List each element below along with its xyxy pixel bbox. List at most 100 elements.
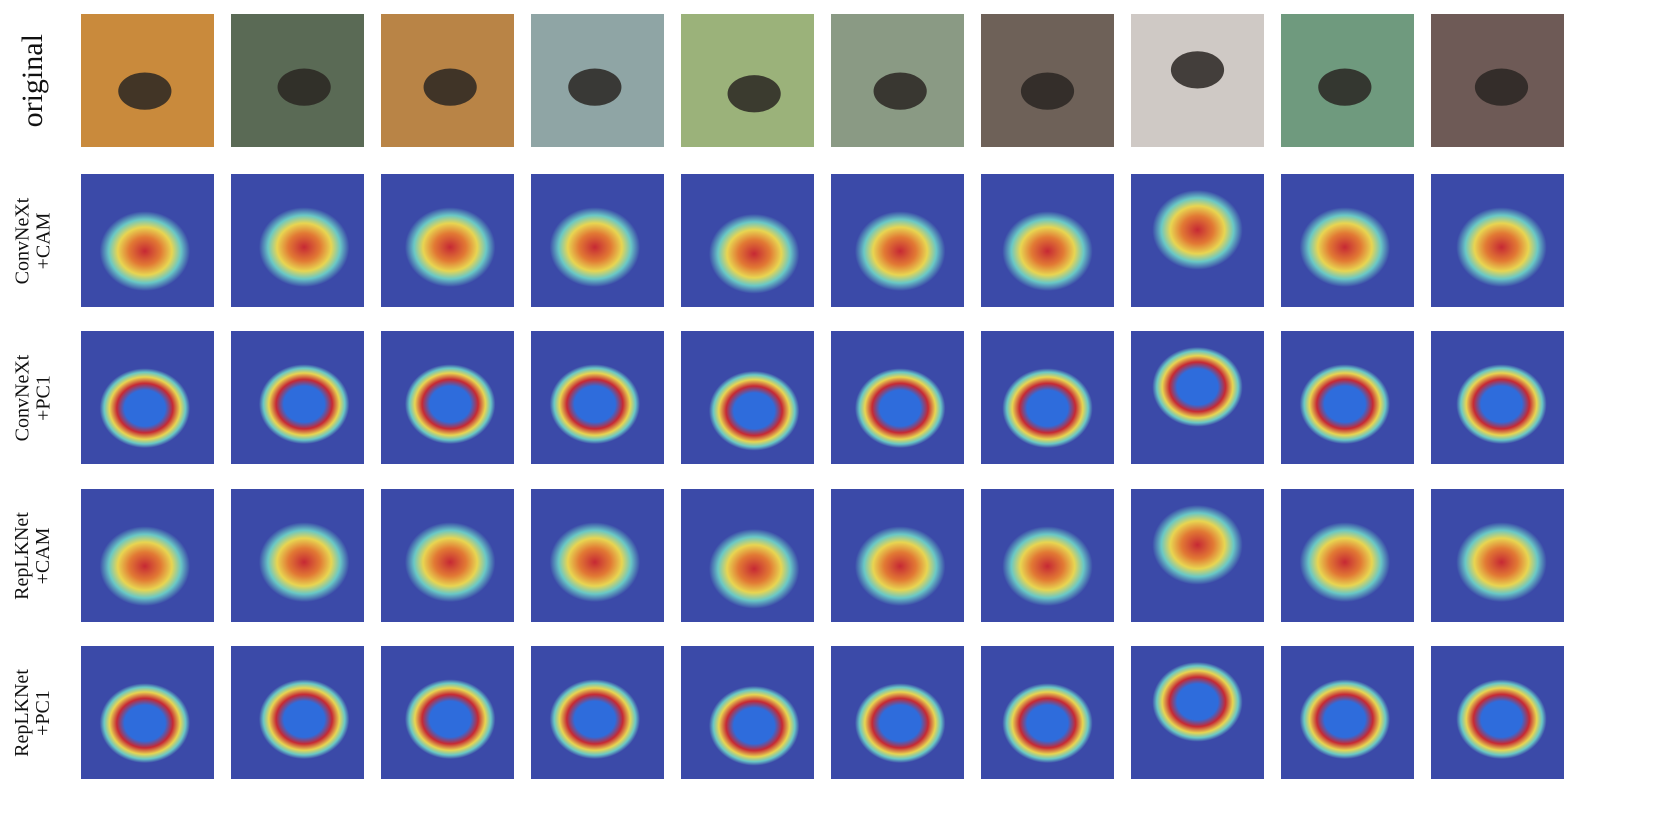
heatmap-image bbox=[531, 331, 664, 464]
heatmap-image bbox=[1131, 646, 1264, 779]
heatmap-image bbox=[981, 174, 1114, 307]
heatmap-image bbox=[1431, 331, 1564, 464]
bird-photo bbox=[531, 14, 664, 147]
activation-blob bbox=[1152, 504, 1243, 585]
heatmap-image bbox=[831, 174, 964, 307]
bird-photo bbox=[681, 14, 814, 147]
activation-blob bbox=[1002, 211, 1093, 292]
bird-image bbox=[981, 14, 1114, 147]
heatmap-overlay bbox=[681, 174, 814, 307]
activation-blob bbox=[1456, 364, 1547, 445]
heatmap-image bbox=[381, 174, 514, 307]
heatmap-image bbox=[81, 174, 214, 307]
activation-blob bbox=[1456, 679, 1547, 760]
heatmap-image bbox=[981, 489, 1114, 622]
bird-photo bbox=[1431, 14, 1564, 147]
heatmap-image bbox=[981, 331, 1114, 464]
heatmap-overlay bbox=[831, 174, 964, 307]
bird-silhouette bbox=[423, 68, 477, 106]
heatmap-image bbox=[81, 646, 214, 779]
heatmap-overlay bbox=[231, 331, 364, 464]
bird-photo bbox=[231, 14, 364, 147]
activation-blob bbox=[258, 364, 350, 445]
bird-photo bbox=[831, 14, 964, 147]
heatmap-overlay bbox=[81, 489, 214, 622]
heatmap-overlay bbox=[831, 646, 964, 779]
bird-silhouette bbox=[1318, 68, 1372, 106]
bird-image bbox=[81, 14, 214, 147]
bird-silhouette bbox=[118, 72, 172, 110]
heatmap-image bbox=[831, 489, 964, 622]
activation-blob bbox=[854, 683, 946, 764]
heatmap-overlay bbox=[1431, 331, 1564, 464]
row-label: RepLKNet +CAM bbox=[0, 489, 66, 622]
heatmap-overlay bbox=[531, 646, 664, 779]
activation-blob bbox=[258, 207, 350, 288]
heatmap-overlay bbox=[1431, 174, 1564, 307]
activation-blob bbox=[708, 213, 800, 294]
heatmap-image bbox=[681, 646, 814, 779]
heatmap-image bbox=[231, 646, 364, 779]
activation-blob bbox=[99, 211, 191, 292]
heatmap-image bbox=[681, 489, 814, 622]
heatmap-overlay bbox=[381, 489, 514, 622]
activation-blob bbox=[1152, 661, 1243, 742]
activation-blob bbox=[549, 207, 641, 288]
activation-blob bbox=[1002, 368, 1093, 449]
heatmap-overlay bbox=[1431, 646, 1564, 779]
heatmap-overlay bbox=[981, 489, 1114, 622]
activation-blob bbox=[99, 526, 191, 607]
heatmap-overlay bbox=[1131, 331, 1264, 464]
heatmap-overlay bbox=[681, 489, 814, 622]
activation-blob bbox=[1456, 207, 1547, 288]
heatmap-overlay bbox=[1131, 646, 1264, 779]
heatmap-image bbox=[231, 489, 364, 622]
heatmap-image bbox=[1431, 646, 1564, 779]
heatmap-image bbox=[1281, 489, 1414, 622]
heatmap-image bbox=[1131, 174, 1264, 307]
heatmap-overlay bbox=[381, 174, 514, 307]
heatmap-image bbox=[381, 489, 514, 622]
heatmap-overlay bbox=[231, 174, 364, 307]
heatmap-image bbox=[831, 646, 964, 779]
activation-blob bbox=[1299, 364, 1391, 445]
activation-blob bbox=[1299, 679, 1391, 760]
activation-blob bbox=[549, 679, 641, 760]
heatmap-overlay bbox=[231, 489, 364, 622]
bird-image bbox=[531, 14, 664, 147]
heatmap-image bbox=[531, 646, 664, 779]
heatmap-image bbox=[831, 331, 964, 464]
activation-blob bbox=[1152, 346, 1243, 427]
activation-blob bbox=[854, 368, 946, 449]
row-label-line: ConvNeXt bbox=[11, 354, 34, 441]
activation-blob bbox=[708, 685, 800, 766]
heatmap-overlay bbox=[1281, 174, 1414, 307]
activation-blob bbox=[1002, 683, 1093, 764]
heatmap-overlay bbox=[981, 174, 1114, 307]
heatmap-overlay bbox=[531, 331, 664, 464]
bird-silhouette bbox=[1020, 72, 1075, 110]
heatmap-image bbox=[1281, 331, 1414, 464]
row-label-line: +PC1 bbox=[32, 689, 55, 736]
heatmap-overlay bbox=[81, 174, 214, 307]
row-label-line: +PC1 bbox=[32, 374, 55, 421]
heatmap-overlay bbox=[1281, 489, 1414, 622]
activation-blob bbox=[1299, 522, 1391, 603]
activation-blob bbox=[549, 522, 641, 603]
activation-blob bbox=[258, 679, 350, 760]
activation-blob bbox=[404, 364, 496, 445]
heatmap-overlay bbox=[231, 646, 364, 779]
heatmap-overlay bbox=[381, 646, 514, 779]
bird-image bbox=[1281, 14, 1414, 147]
bird-image bbox=[831, 14, 964, 147]
row-label: ConvNeXt +PC1 bbox=[0, 331, 66, 464]
bird-silhouette bbox=[568, 68, 622, 106]
heatmap-overlay bbox=[831, 331, 964, 464]
bird-image bbox=[681, 14, 814, 147]
heatmap-overlay bbox=[381, 331, 514, 464]
activation-blob bbox=[1002, 526, 1093, 607]
bird-photo bbox=[1131, 14, 1264, 147]
heatmap-image bbox=[681, 174, 814, 307]
heatmap-image bbox=[1281, 646, 1414, 779]
bird-photo bbox=[1281, 14, 1414, 147]
